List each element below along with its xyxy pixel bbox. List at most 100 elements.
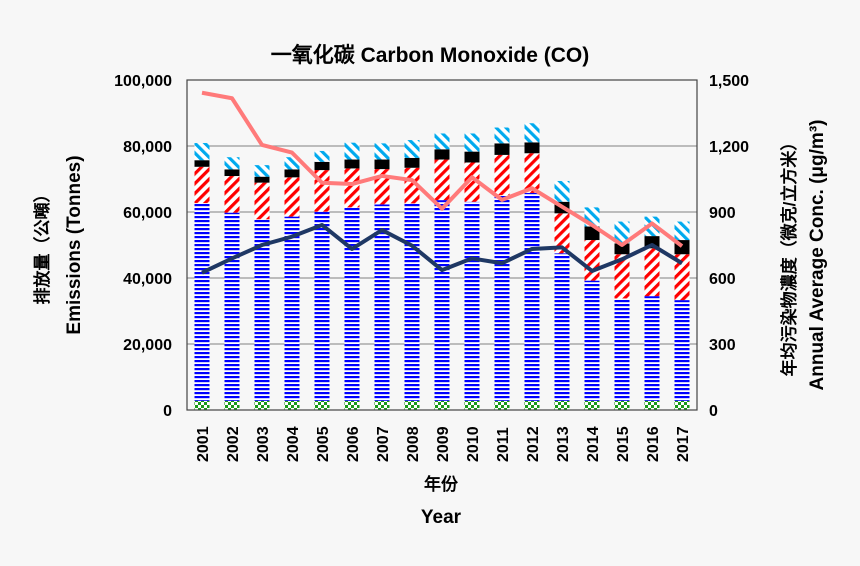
bar-segment-diagonal-down bbox=[645, 248, 660, 296]
y2-axis-label-zh: 年均污染物濃度（微克/立方米） bbox=[779, 134, 799, 377]
bar-segment-solid bbox=[435, 149, 450, 159]
bar-segment-checker bbox=[555, 401, 570, 410]
bar-segment-horizontal bbox=[225, 213, 240, 401]
y-axis-label: Emissions (Tonnes) bbox=[64, 155, 85, 334]
bar-segment-solid bbox=[255, 177, 270, 183]
y2-tick-label: 900 bbox=[709, 205, 736, 222]
bar-segment-diagonal-up bbox=[375, 143, 390, 159]
x-axis-label-zh: 年份 bbox=[424, 474, 459, 494]
bar-segment-checker bbox=[585, 401, 600, 410]
bar-segment-checker bbox=[195, 401, 210, 410]
bar-segment-horizontal bbox=[405, 203, 420, 400]
bar-segment-diagonal-down bbox=[495, 155, 510, 195]
bar-segment-horizontal bbox=[465, 202, 480, 401]
y-tick-label: 20,000 bbox=[123, 337, 172, 354]
bar-segment-checker bbox=[465, 401, 480, 410]
bar-segment-checker bbox=[225, 401, 240, 410]
bar-segment-solid bbox=[285, 169, 300, 177]
bar-segment-diagonal-down bbox=[285, 177, 300, 216]
x-tick-label: 2016 bbox=[645, 426, 662, 462]
y-tick-label: 60,000 bbox=[123, 205, 172, 222]
x-tick-label: 2002 bbox=[225, 426, 242, 462]
bar-segment-horizontal bbox=[195, 203, 210, 401]
y2-tick-label: 300 bbox=[709, 337, 736, 354]
y-tick-label: 80,000 bbox=[123, 139, 172, 156]
bar-segment-diagonal-up bbox=[465, 133, 480, 151]
x-tick-label: 2010 bbox=[465, 426, 482, 462]
x-axis-label: Year bbox=[421, 507, 462, 528]
y2-tick-label: 0 bbox=[709, 403, 718, 420]
y2-tick-label: 1,500 bbox=[709, 73, 749, 90]
bar-segment-solid bbox=[225, 169, 240, 176]
y-tick-label: 0 bbox=[163, 403, 172, 420]
x-tick-label: 2007 bbox=[375, 426, 392, 462]
bar-segment-diagonal-up bbox=[555, 181, 570, 202]
bar-segment-checker bbox=[315, 401, 330, 410]
bar-segment-solid bbox=[195, 160, 210, 167]
bar-segment-solid bbox=[405, 158, 420, 168]
bar-segment-solid bbox=[315, 162, 330, 170]
x-tick-label: 2001 bbox=[195, 426, 212, 462]
x-tick-label: 2015 bbox=[615, 426, 632, 462]
bar-segment-checker bbox=[525, 401, 540, 410]
bar-segment-diagonal-up bbox=[225, 157, 240, 169]
x-tick-label: 2013 bbox=[555, 426, 572, 462]
bar-segment-solid bbox=[525, 142, 540, 153]
x-tick-label: 2014 bbox=[585, 426, 602, 462]
bar-segment-diagonal-down bbox=[255, 183, 270, 220]
bar-segment-checker bbox=[615, 401, 630, 410]
bar-segment-checker bbox=[375, 401, 390, 410]
bar-segment-checker bbox=[405, 401, 420, 410]
x-tick-label: 2011 bbox=[495, 427, 512, 462]
x-tick-label: 2012 bbox=[525, 426, 542, 462]
bar-segment-diagonal-down bbox=[435, 160, 450, 201]
bar-segment-solid bbox=[345, 160, 360, 169]
y2-axis-label: Annual Average Conc. (μg/m³) bbox=[807, 120, 828, 391]
y2-tick-label: 1,200 bbox=[709, 139, 749, 156]
bar-segment-diagonal-up bbox=[315, 151, 330, 162]
y2-tick-label: 600 bbox=[709, 271, 736, 288]
bar-segment-horizontal bbox=[525, 193, 540, 401]
bar-segment-diagonal-down bbox=[225, 176, 240, 213]
y-axis-label-zh: 排放量（公噸） bbox=[32, 186, 52, 305]
bar-segment-horizontal bbox=[555, 253, 570, 401]
x-tick-label: 2003 bbox=[255, 426, 272, 462]
y-tick-label: 100,000 bbox=[114, 73, 172, 90]
x-tick-label: 2008 bbox=[405, 426, 422, 462]
bar-segment-diagonal-down bbox=[345, 168, 360, 207]
bar-segment-checker bbox=[645, 401, 660, 410]
bar-segment-checker bbox=[285, 401, 300, 410]
bar-segment-horizontal bbox=[495, 195, 510, 401]
bar-segment-diagonal-up bbox=[525, 123, 540, 142]
bar-segment-diagonal-up bbox=[405, 140, 420, 158]
chart-title: 一氧化碳 Carbon Monoxide (CO) bbox=[271, 43, 590, 67]
bar-segment-horizontal bbox=[435, 200, 450, 401]
bar-segment-horizontal bbox=[285, 217, 300, 401]
x-tick-label: 2006 bbox=[345, 426, 362, 462]
x-tick-label: 2017 bbox=[675, 426, 692, 462]
bar-segment-checker bbox=[255, 401, 270, 410]
bar-segment-diagonal-down bbox=[585, 240, 600, 281]
bar-segment-checker bbox=[495, 401, 510, 410]
bar-segment-horizontal bbox=[315, 212, 330, 401]
bar-segment-horizontal bbox=[645, 296, 660, 401]
bar-segment-diagonal-up bbox=[495, 128, 510, 144]
x-tick-label: 2009 bbox=[435, 426, 452, 462]
bar-segment-diagonal-up bbox=[675, 222, 690, 240]
bar-segment-solid bbox=[495, 143, 510, 155]
bar-segment-checker bbox=[675, 401, 690, 410]
bar-segment-horizontal bbox=[345, 207, 360, 400]
bar-segment-diagonal-up bbox=[195, 143, 210, 160]
bar-segment-horizontal bbox=[675, 300, 690, 401]
bar-segment-checker bbox=[435, 401, 450, 410]
bar-segment-diagonal-down bbox=[195, 167, 210, 203]
bar-segment-horizontal bbox=[615, 298, 630, 400]
bar-segment-solid bbox=[465, 152, 480, 163]
x-tick-label: 2004 bbox=[285, 426, 302, 462]
y-tick-label: 40,000 bbox=[123, 271, 172, 288]
bar-segment-horizontal bbox=[585, 281, 600, 401]
bar-segment-diagonal-up bbox=[435, 133, 450, 149]
bar-segment-diagonal-up bbox=[345, 143, 360, 160]
